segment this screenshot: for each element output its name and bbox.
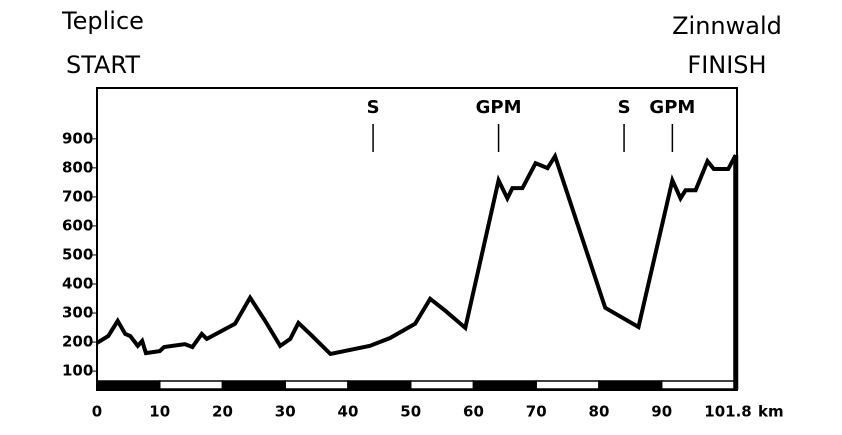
y-tick-label: 200 (62, 333, 93, 351)
annotation-label: S (367, 97, 380, 118)
annotation-label: GPM (649, 97, 695, 118)
y-tick-label: 300 (62, 304, 93, 322)
distance-bar-segment (660, 380, 737, 390)
x-tick-label: 101.8 (704, 403, 751, 421)
annotation-label: GPM (476, 97, 522, 118)
x-tick-label: 0 (92, 403, 102, 421)
y-tick-label: 100 (62, 362, 93, 380)
y-tick-label: 500 (62, 245, 93, 263)
finish-name: Zinnwald (672, 12, 782, 40)
elevation-line (95, 151, 738, 357)
x-tick-label: 70 (526, 403, 547, 421)
x-tick-label: 20 (212, 403, 233, 421)
distance-bar-segment (221, 380, 286, 390)
x-tick-label: 90 (651, 403, 672, 421)
y-tick-label: 600 (62, 216, 93, 234)
x-tick-label: 30 (275, 403, 296, 421)
x-tick-label: 60 (463, 403, 484, 421)
distance-bar-segment (598, 380, 663, 390)
x-tick-label: 10 (149, 403, 170, 421)
y-tick-label: 900 (62, 129, 93, 147)
start-name: Teplice (61, 7, 144, 35)
distance-bar-segment (347, 380, 412, 390)
distance-bar-segment (284, 380, 349, 390)
x-tick-label: 80 (589, 403, 610, 421)
distance-bar-segment (409, 380, 475, 390)
finish-label: FINISH (687, 51, 766, 79)
y-tick-label: 800 (62, 158, 93, 176)
distance-bar-segment (96, 380, 161, 390)
x-axis-label: km (758, 403, 784, 421)
y-tick-label: 400 (62, 275, 93, 293)
start-label: START (66, 51, 140, 79)
y-tick-label: 700 (62, 187, 93, 205)
x-tick-label: 50 (400, 403, 421, 421)
x-tick-label: 40 (338, 403, 359, 421)
distance-bar-segment (472, 380, 537, 390)
annotation-label: S (618, 97, 631, 118)
distance-bar-segment (535, 380, 600, 390)
distance-bar-segment (158, 380, 224, 390)
